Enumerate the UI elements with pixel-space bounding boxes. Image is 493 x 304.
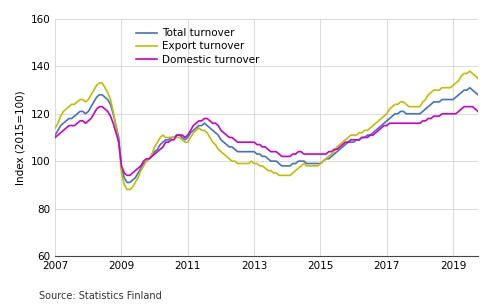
Line: Export turnover: Export turnover <box>55 71 493 190</box>
Domestic turnover <box>387 121 392 125</box>
Export turnover <box>403 102 409 106</box>
Export turnover <box>271 171 277 175</box>
Y-axis label: Index (2015=100): Index (2015=100) <box>15 90 25 185</box>
Domestic turnover <box>97 105 103 109</box>
Domestic turnover <box>486 126 492 130</box>
Total turnover <box>467 86 473 89</box>
Domestic turnover <box>273 150 279 154</box>
Domestic turnover <box>406 121 412 125</box>
Export turnover <box>384 112 390 116</box>
Total turnover <box>237 150 243 154</box>
Line: Domestic turnover: Domestic turnover <box>55 107 493 175</box>
Export turnover <box>124 188 130 192</box>
Domestic turnover <box>124 174 130 177</box>
Legend: Total turnover, Export turnover, Domestic turnover: Total turnover, Export turnover, Domesti… <box>132 24 264 69</box>
Export turnover <box>486 102 492 106</box>
Domestic turnover <box>127 174 133 177</box>
Export turnover <box>52 126 58 130</box>
Total turnover <box>52 133 58 137</box>
Domestic turnover <box>52 136 58 139</box>
Export turnover <box>121 183 127 187</box>
Text: Source: Statistics Finland: Source: Statistics Finland <box>39 291 162 301</box>
Total turnover <box>121 176 127 180</box>
Export turnover <box>237 162 243 165</box>
Total turnover <box>403 112 409 116</box>
Total turnover <box>124 181 130 184</box>
Total turnover <box>486 117 492 120</box>
Line: Total turnover: Total turnover <box>55 88 493 182</box>
Domestic turnover <box>240 140 246 144</box>
Total turnover <box>384 119 390 123</box>
Export turnover <box>467 69 473 73</box>
Total turnover <box>271 159 277 163</box>
